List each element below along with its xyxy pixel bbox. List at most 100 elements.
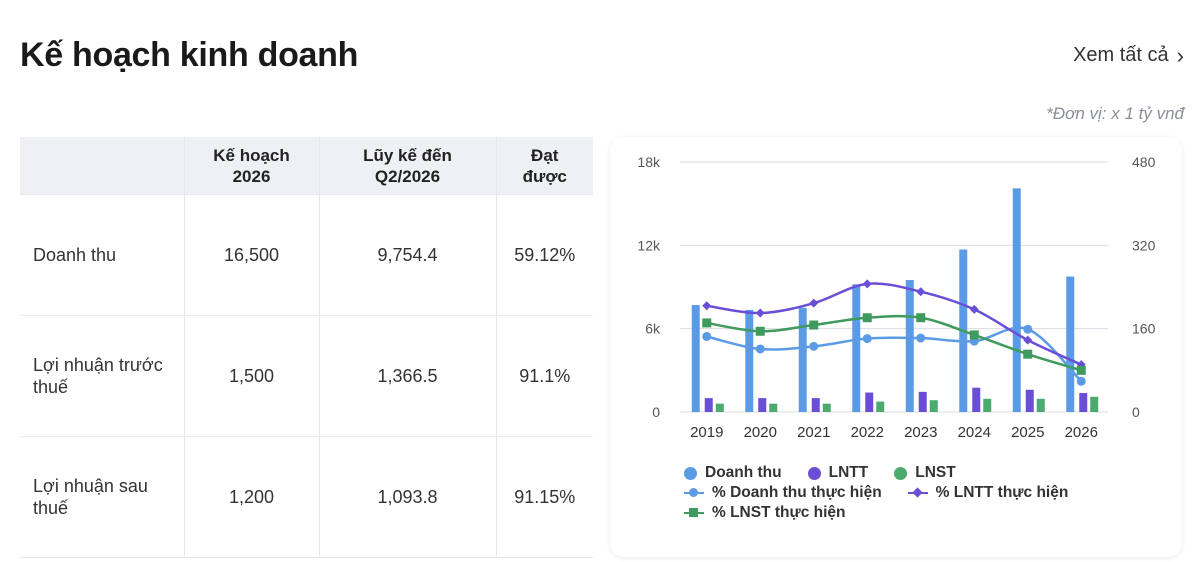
plan-value: 16,500 xyxy=(184,194,320,316)
y-right-tick-label: 320 xyxy=(1132,237,1156,253)
row-label: Lợi nhuận trước thuế xyxy=(20,315,185,437)
line-point-0-2026 xyxy=(1076,376,1086,386)
bar-2-2024 xyxy=(983,398,992,412)
bar-2-2019 xyxy=(715,403,724,412)
legend-swatch xyxy=(684,507,704,519)
line-point-0-2021 xyxy=(809,341,819,351)
legend-label: LNST xyxy=(915,464,956,481)
chevron-right-icon: › xyxy=(1176,42,1184,68)
bar-1-2023 xyxy=(918,391,927,412)
line-point-1-2022 xyxy=(862,279,872,289)
achieved-value: 91.15% xyxy=(496,436,593,558)
y-right-tick-label: 160 xyxy=(1132,321,1156,337)
line-point-1-2021 xyxy=(809,298,819,308)
table-header-row: Kế hoạch 2026 Lũy kế đến Q2/2026 Đạt đượ… xyxy=(20,137,593,195)
legend-item-doanh-thu[interactable]: Doanh thu xyxy=(684,464,782,482)
line-point-1-2023 xyxy=(916,287,926,297)
line-point-0-2020 xyxy=(755,344,765,354)
legend-item-lnst[interactable]: LNST xyxy=(894,464,956,482)
header-cell-plan: Kế hoạch 2026 xyxy=(184,137,320,195)
line-point-2-2019 xyxy=(702,318,712,328)
row-label: Lợi nhuận sau thuế xyxy=(20,436,185,558)
legend-swatch xyxy=(684,487,704,499)
line-point-2-2026 xyxy=(1076,365,1086,375)
x-tick-label: 2020 xyxy=(744,424,777,441)
bar-2-2025 xyxy=(1036,398,1045,412)
plan-value: 1,500 xyxy=(184,315,320,437)
bar-1-2022 xyxy=(865,392,874,412)
legend-item-pct-lnst[interactable]: % LNST thực hiện xyxy=(684,504,846,522)
legend-swatch xyxy=(907,487,928,499)
bar-0-2020 xyxy=(745,309,754,412)
business-plan-table: Kế hoạch 2026 Lũy kế đến Q2/2026 Đạt đượ… xyxy=(20,137,593,558)
header-cell-achieved: Đạt được xyxy=(496,137,593,195)
bar-0-2025 xyxy=(1012,188,1021,412)
legend-label: % LNTT thực hiện xyxy=(935,484,1069,501)
line-point-2-2020 xyxy=(755,326,765,336)
achieved-value: 91.1% xyxy=(496,315,593,437)
bar-0-2019 xyxy=(691,305,700,412)
line-point-2-2023 xyxy=(916,313,926,323)
x-tick-label: 2026 xyxy=(1065,424,1098,441)
bar-1-2026 xyxy=(1079,393,1088,412)
legend-label: % LNST thực hiện xyxy=(712,504,846,521)
line-point-0-2019 xyxy=(702,331,712,341)
x-tick-label: 2021 xyxy=(797,424,830,441)
line-point-1-2025 xyxy=(1023,335,1033,345)
x-tick-label: 2019 xyxy=(690,424,723,441)
view-all-label: Xem tất cả xyxy=(1073,44,1169,66)
bar-2-2021 xyxy=(822,403,831,412)
line-point-2-2025 xyxy=(1023,349,1033,359)
chart-card: 0 0 6k 160 12k 320 18k 480 2019 2020 2021 2022 2023 2… xyxy=(610,137,1182,557)
cumulative-value: 1,093.8 xyxy=(319,436,497,558)
legend-swatch xyxy=(807,466,821,480)
combo-chart: 0 0 6k 160 12k 320 18k 480 2019 2020 2021 2022 2023 2… xyxy=(637,154,1156,441)
line-point-0-2023 xyxy=(916,333,926,343)
bar-2-2026 xyxy=(1090,396,1099,412)
bar-2-2022 xyxy=(876,401,885,412)
row-label: Doanh thu xyxy=(20,194,185,316)
view-all-link[interactable]: Xem tất cả › xyxy=(1073,44,1184,67)
unit-note: *Đơn vị: x 1 tỷ vnđ xyxy=(1046,104,1184,123)
line-point-1-2020 xyxy=(755,308,765,318)
legend-item-pct-doanh-thu[interactable]: % Doanh thu thực hiện xyxy=(684,484,882,502)
cumulative-value: 1,366.5 xyxy=(319,315,497,437)
y-left-tick-label: 18k xyxy=(637,154,661,170)
legend-item-pct-lntt[interactable]: % LNTT thực hiện xyxy=(907,484,1069,502)
bar-1-2019 xyxy=(704,398,713,412)
x-tick-label: 2023 xyxy=(904,424,937,441)
y-left-tick-label: 0 xyxy=(652,404,660,420)
bar-0-2023 xyxy=(905,280,914,412)
line-point-1-2019 xyxy=(702,301,712,311)
plan-value: 1,200 xyxy=(184,436,320,558)
achieved-value: 59.12% xyxy=(496,194,593,316)
y-left-tick-label: 6k xyxy=(645,321,661,337)
bar-0-2021 xyxy=(798,307,807,412)
legend-swatch xyxy=(894,466,908,480)
chart-legend: Doanh thu LNTT LNST % Doanh thu thực hiệ… xyxy=(684,463,1174,523)
line-point-0-2025 xyxy=(1023,324,1033,334)
legend-label: LNTT xyxy=(828,464,869,481)
line-point-1-2026 xyxy=(1076,360,1086,370)
cumulative-value: 9,754.4 xyxy=(319,194,497,316)
line-series-2 xyxy=(706,314,1082,372)
table-row: Doanh thu 16,500 9,754.4 59.12% xyxy=(20,194,593,316)
bar-1-2025 xyxy=(1025,389,1034,412)
table-row: Lợi nhuận sau thuế 1,200 1,093.8 91.15% xyxy=(20,436,593,558)
legend-item-lntt[interactable]: LNTT xyxy=(807,464,869,482)
line-point-2-2021 xyxy=(809,320,819,330)
table-row: Lợi nhuận trước thuế 1,500 1,366.5 91.1% xyxy=(20,315,593,437)
header-cell-empty xyxy=(20,137,185,195)
bar-0-2022 xyxy=(852,284,861,412)
bar-1-2021 xyxy=(811,398,820,412)
bar-1-2024 xyxy=(972,387,981,412)
y-right-tick-label: 0 xyxy=(1132,404,1140,420)
bar-0-2026 xyxy=(1066,276,1075,412)
legend-label: % Doanh thu thực hiện xyxy=(712,484,882,501)
bar-1-2020 xyxy=(758,398,767,412)
bar-2-2020 xyxy=(769,403,778,412)
bar-2-2023 xyxy=(929,400,938,412)
line-point-1-2024 xyxy=(969,304,979,314)
y-left-tick-label: 12k xyxy=(637,237,661,253)
line-point-2-2022 xyxy=(862,313,872,323)
